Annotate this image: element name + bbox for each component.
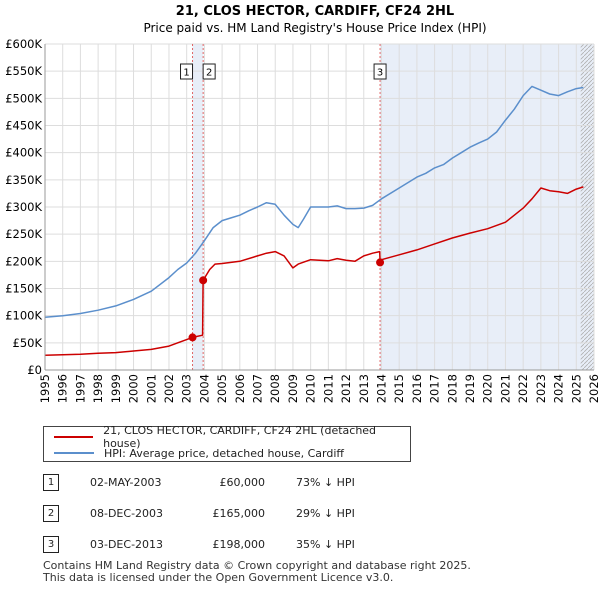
x-tick-label: 2025 [569, 374, 583, 403]
sale-marker-label: 2 [206, 68, 212, 79]
chart-title: 21, CLOS HECTOR, CARDIFF, CF24 2HL [176, 4, 454, 19]
x-tick-label: 2022 [516, 374, 530, 403]
x-tick-label: 2014 [374, 374, 388, 403]
x-tick-label: 2001 [144, 374, 158, 403]
transaction-number: 2 [43, 505, 59, 522]
x-tick-label: 1995 [38, 374, 52, 403]
footer-line-copyright: Contains HM Land Registry data © Crown c… [43, 559, 471, 572]
transaction-price: £60,000 [219, 476, 266, 489]
legend-swatch-hpi [54, 452, 94, 454]
x-tick-label: 1996 [56, 374, 70, 403]
sale-marker-label: 1 [183, 68, 189, 79]
transaction-date: 08-DEC-2003 [90, 507, 164, 520]
y-tick-label: £200K [5, 254, 42, 268]
sale-point [199, 276, 208, 285]
transaction-price: £165,000 [212, 507, 266, 520]
table-row: 3 03-DEC-2013 £198,000 35% ↓ HPI [43, 536, 423, 554]
x-tick-label: 2017 [428, 374, 442, 403]
chart-subtitle: Price paid vs. HM Land Registry's House … [143, 21, 486, 35]
x-tick-label: 2026 [587, 374, 600, 403]
y-tick-label: £450K [5, 119, 42, 133]
y-tick-label: £50K [13, 336, 43, 350]
y-tick-label: £550K [5, 64, 42, 78]
x-tick-label: 2013 [357, 374, 371, 403]
y-tick-label: £500K [5, 91, 42, 105]
transaction-number: 1 [43, 474, 59, 491]
x-tick-label: 2009 [286, 374, 300, 403]
table-row: 1 02-MAY-2003 £60,000 73% ↓ HPI [43, 474, 423, 492]
sale-point [376, 258, 385, 267]
transaction-date: 02-MAY-2003 [90, 476, 162, 489]
y-tick-label: £400K [5, 146, 42, 160]
x-tick-label: 2010 [304, 374, 318, 403]
x-tick-label: 2021 [498, 374, 512, 403]
x-tick-label: 2023 [534, 374, 548, 403]
x-tick-label: 1997 [73, 374, 87, 403]
legend-swatch-property [54, 436, 94, 438]
sale-point [188, 333, 197, 342]
footer-line-licence: This data is licensed under the Open Gov… [43, 571, 394, 584]
x-tick-label: 2024 [552, 374, 566, 403]
transaction-hpi-diff: 35% ↓ HPI [296, 538, 355, 551]
y-tick-label: £100K [5, 309, 42, 323]
transaction-hpi-diff: 29% ↓ HPI [296, 507, 355, 520]
y-tick-label: £350K [5, 173, 42, 187]
price-chart: 21, CLOS HECTOR, CARDIFF, CF24 2HL Price… [5, 4, 600, 403]
legend-label-hpi: HPI: Average price, detached house, Card… [104, 446, 344, 460]
x-tick-label: 2003 [180, 374, 194, 403]
y-tick-label: £600K [5, 37, 42, 51]
sale-marker-box [202, 63, 216, 80]
sale-marker-box [373, 63, 387, 80]
transaction-number: 3 [43, 536, 59, 553]
table-row: 2 08-DEC-2003 £165,000 29% ↓ HPI [43, 505, 423, 523]
x-tick-label: 1998 [91, 374, 105, 403]
legend-item-property: 21, CLOS HECTOR, CARDIFF, CF24 2HL (deta… [54, 424, 410, 450]
x-tick-label: 2016 [410, 374, 424, 403]
x-tick-label: 2007 [251, 374, 265, 403]
x-tick-label: 2002 [162, 374, 176, 403]
x-tick-label: 2000 [127, 374, 141, 403]
y-tick-label: £300K [5, 200, 42, 214]
x-tick-label: 2020 [481, 374, 495, 403]
x-tick-label: 2015 [392, 374, 406, 403]
y-tick-label: £0 [27, 363, 42, 377]
sale-marker-label: 3 [377, 68, 383, 79]
y-tick-label: £250K [5, 227, 42, 241]
series-line-property [44, 186, 584, 357]
transaction-price: £198,000 [212, 538, 266, 551]
chart-legend: 21, CLOS HECTOR, CARDIFF, CF24 2HL (deta… [43, 424, 411, 462]
x-tick-label: 2008 [268, 374, 282, 403]
transaction-hpi-diff: 73% ↓ HPI [296, 476, 355, 489]
transaction-date: 03-DEC-2013 [90, 538, 164, 551]
legend-label-property: 21, CLOS HECTOR, CARDIFF, CF24 2HL (deta… [103, 424, 377, 450]
x-tick-label: 2006 [233, 374, 247, 403]
x-tick-label: 2005 [215, 374, 229, 403]
sale-marker-box [180, 63, 194, 80]
footer-attribution: Contains HM Land Registry data © Crown c… [43, 560, 471, 584]
x-tick-label: 2004 [197, 374, 211, 403]
x-tick-label: 2018 [445, 374, 459, 403]
x-tick-label: 2019 [463, 374, 477, 403]
x-tick-label: 2012 [339, 374, 353, 403]
y-tick-label: £150K [5, 282, 42, 296]
legend-item-hpi: HPI: Average price, detached house, Card… [54, 446, 344, 460]
x-tick-label: 2011 [321, 374, 335, 403]
series-line-hpi [44, 85, 584, 319]
x-tick-label: 1999 [109, 374, 123, 403]
